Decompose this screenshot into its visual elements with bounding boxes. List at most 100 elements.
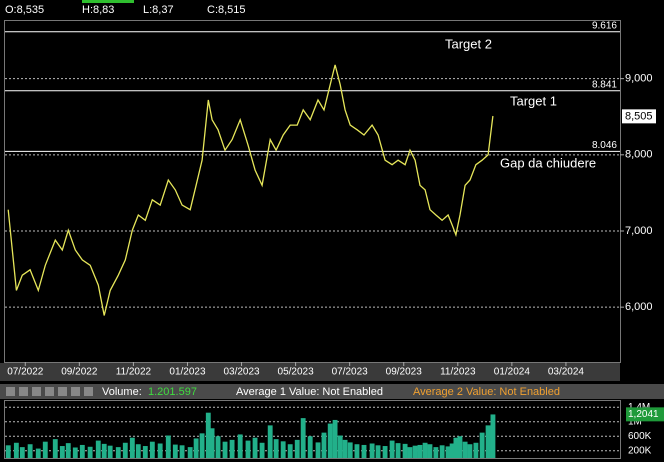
volume-bar — [27, 444, 33, 458]
volume-bar — [259, 442, 265, 458]
high-marker — [82, 0, 134, 3]
toolbar-icons — [6, 387, 93, 396]
high-label: H:8,83 — [82, 4, 114, 16]
volume-bar — [149, 441, 155, 458]
volume-bar — [280, 441, 286, 458]
volume-bar — [354, 444, 360, 458]
volume-bar — [172, 444, 178, 458]
volume-bar — [42, 441, 48, 458]
volume-bar — [13, 442, 19, 458]
volume-bar — [107, 445, 113, 458]
volume-bar — [327, 423, 333, 458]
volume-bar — [342, 439, 348, 458]
volume-bar — [457, 436, 463, 458]
volume-label: Volume: — [102, 386, 142, 398]
y-tick-label: 200K — [628, 445, 652, 456]
volume-frame — [4, 400, 621, 459]
volume-bar — [395, 443, 401, 458]
volume-bar — [382, 446, 388, 458]
x-tick-label: 07/2023 — [332, 367, 369, 378]
volume-bar — [417, 444, 423, 458]
volume-bar — [215, 436, 221, 458]
volume-bar — [453, 437, 459, 458]
volume-bar — [87, 446, 93, 458]
x-tick-label: 01/2023 — [169, 367, 206, 378]
volume-bar — [332, 419, 338, 458]
volume-bar — [347, 442, 353, 458]
x-tick-label: 11/2023 — [440, 367, 476, 378]
volume-bar — [229, 439, 235, 458]
volume-bar — [369, 443, 375, 458]
y-tick-label: 8,000 — [625, 149, 653, 161]
volume-bar — [422, 442, 428, 458]
volume-bar — [389, 440, 395, 458]
volume-bar — [122, 442, 128, 458]
volume-bar — [479, 432, 485, 458]
volume-bar — [402, 443, 408, 458]
volume-bar — [222, 441, 228, 458]
x-tick-label: 01/2024 — [494, 367, 531, 378]
y-tick-label: 7,000 — [625, 225, 653, 237]
level-value-label: 9.616 — [592, 20, 617, 31]
volume-bar — [5, 445, 11, 458]
y-tick-label: 1M — [628, 416, 642, 427]
volume-bar — [267, 425, 273, 458]
x-tick-label: 09/2023 — [386, 367, 423, 378]
volume-bar — [237, 434, 243, 458]
x-axis-strip — [0, 363, 620, 381]
x-tick-label: 09/2022 — [61, 367, 98, 378]
volume-bar — [179, 445, 185, 458]
volume-bar — [294, 439, 300, 458]
volume-bar — [245, 440, 251, 458]
y-tick-label: 600K — [628, 431, 652, 442]
close-label: C:8,515 — [207, 4, 246, 16]
volume-bar — [101, 443, 107, 458]
volume-bar — [35, 448, 41, 458]
volume-bar — [199, 433, 205, 458]
volume-bar — [65, 443, 71, 458]
volume-bar — [79, 444, 85, 458]
volume-bar — [52, 439, 58, 458]
y-tick-label: 6,000 — [625, 301, 653, 313]
level-text: Gap da chiudere — [500, 155, 596, 170]
volume-bar — [337, 435, 343, 458]
volume-bar — [307, 436, 313, 458]
volume-bar — [462, 441, 468, 458]
volume-bar — [375, 445, 381, 458]
volume-bar — [129, 437, 135, 458]
volume-bar — [485, 425, 491, 458]
level-value-label: 8.046 — [592, 140, 617, 151]
low-label: L:8,37 — [143, 4, 174, 16]
volume-bar — [467, 444, 473, 458]
level-value-label: 8.841 — [592, 79, 617, 90]
volume-bar — [361, 444, 367, 458]
volume-bar — [142, 446, 148, 458]
current-volume-box — [626, 407, 664, 422]
volume-bar — [490, 414, 496, 458]
volume-bar — [95, 440, 101, 458]
current-volume-label: 1,2041 — [628, 409, 659, 420]
volume-bar — [427, 444, 433, 458]
volume-header — [0, 384, 664, 399]
average-1: Average 1 Value: Not Enabled — [236, 386, 383, 398]
volume-bar — [315, 442, 321, 458]
x-tick-label: 05/2023 — [278, 367, 315, 378]
volume-bar — [72, 447, 78, 458]
volume-bar — [135, 444, 141, 458]
average-2: Average 2 Value: Not Enabled — [413, 386, 560, 398]
volume-bar — [473, 442, 479, 458]
volume-bar — [412, 445, 418, 458]
volume-bar — [205, 412, 211, 458]
volume-bar — [433, 447, 439, 458]
volume-value: 1.201.597 — [148, 386, 197, 398]
level-text: Target 2 — [445, 36, 492, 51]
level-text: Target 1 — [510, 93, 557, 108]
price-line — [7, 64, 494, 316]
volume-bar — [165, 435, 171, 458]
volume-bar — [273, 439, 279, 458]
y-tick-label: 9,000 — [625, 73, 653, 85]
current-price-label: 8,505 — [625, 110, 653, 122]
volume-bar — [449, 443, 455, 458]
x-tick-label: 03/2023 — [223, 367, 260, 378]
